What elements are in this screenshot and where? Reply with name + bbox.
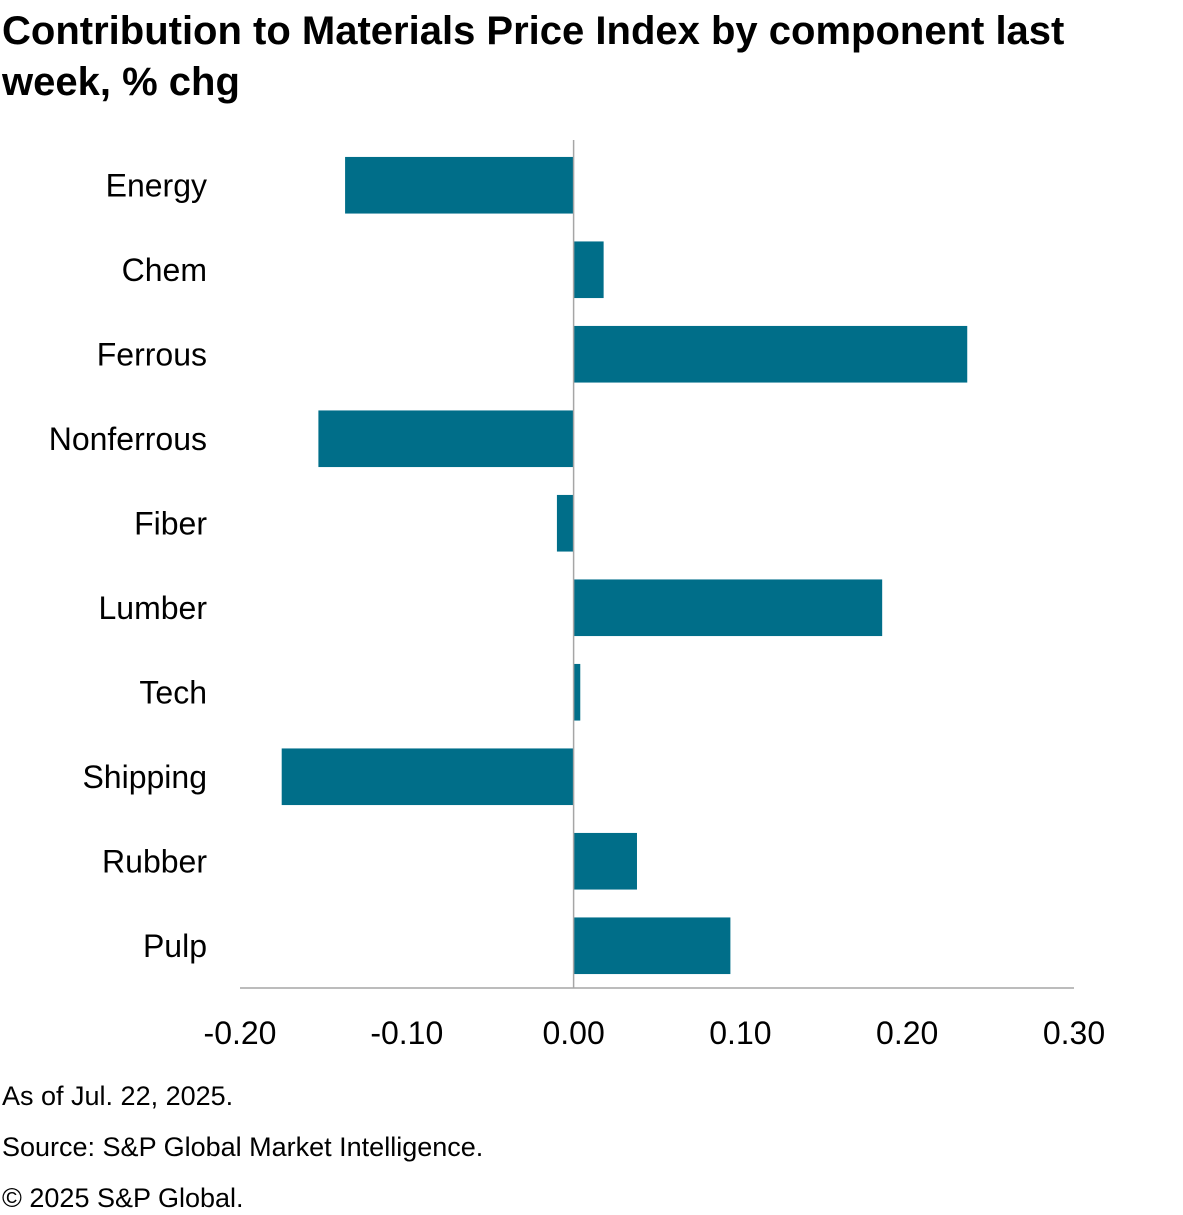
- bar-chem: [573, 241, 604, 299]
- as-of-note: As of Jul. 22, 2025.: [2, 1081, 234, 1111]
- x-tick-label: -0.20: [204, 1015, 277, 1051]
- bar-nonferrous: [318, 410, 574, 468]
- bar-energy: [345, 156, 574, 214]
- bar-ferrous: [573, 325, 968, 383]
- category-label-tech: Tech: [139, 674, 207, 710]
- copyright-note: © 2025 S&P Global.: [2, 1183, 244, 1213]
- bar-lumber: [573, 579, 883, 637]
- x-tick-label: 0.30: [1043, 1015, 1105, 1051]
- bar-pulp: [573, 917, 731, 975]
- x-tick-label: 0.00: [542, 1015, 604, 1051]
- category-label-nonferrous: Nonferrous: [49, 421, 207, 457]
- bar-chart: Energy Chem Ferrous Nonferrous Fiber Lumber Te…: [49, 140, 1105, 1051]
- x-tick-label: -0.10: [370, 1015, 443, 1051]
- category-label-energy: Energy: [106, 167, 207, 203]
- source-note: Source: S&P Global Market Intelligence.: [2, 1132, 484, 1162]
- bar-tech: [573, 663, 581, 721]
- category-label-shipping: Shipping: [82, 759, 207, 795]
- category-label-chem: Chem: [122, 252, 207, 288]
- bar-shipping: [281, 748, 574, 806]
- category-label-pulp: Pulp: [143, 928, 207, 964]
- category-label-lumber: Lumber: [99, 590, 208, 626]
- category-label-ferrous: Ferrous: [97, 336, 207, 372]
- x-tick-label: 0.10: [709, 1015, 771, 1051]
- bar-fiber: [556, 494, 574, 552]
- category-label-fiber: Fiber: [134, 505, 207, 541]
- bar-rubber: [573, 832, 637, 890]
- category-label-rubber: Rubber: [102, 843, 207, 879]
- chart-title: Contribution to Materials Price Index by…: [2, 9, 1065, 104]
- x-tick-label: 0.20: [876, 1015, 938, 1051]
